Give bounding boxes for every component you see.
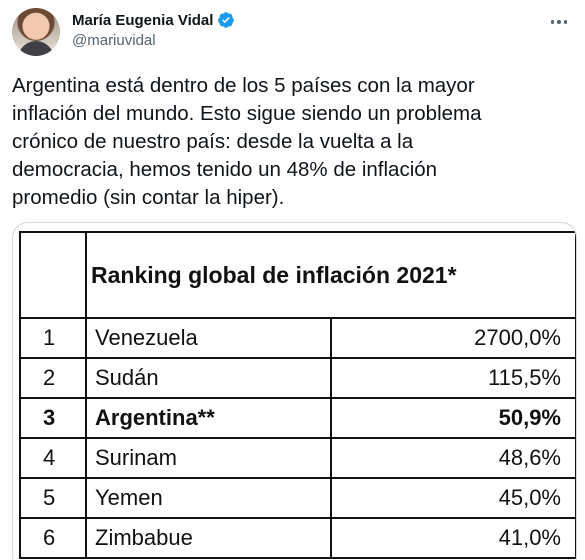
- country-cell: Zimbabue: [85, 517, 332, 559]
- author-handle[interactable]: @mariuvidal: [72, 32, 156, 49]
- rank-cell: 5: [19, 477, 87, 519]
- table-row: 1 Venezuela 2700,0%: [19, 317, 576, 359]
- table-row-highlighted: 3 Argentina** 50,9%: [19, 397, 576, 439]
- verified-badge-icon: [218, 12, 235, 28]
- table-row: 5 Yemen 45,0%: [19, 477, 576, 519]
- rank-cell: 6: [19, 517, 87, 559]
- more-options-icon[interactable]: [545, 12, 573, 32]
- inflation-value-cell: 41,0%: [330, 517, 576, 559]
- table-row: 6 Zimbabue 41,0%: [19, 517, 576, 559]
- author-name[interactable]: María Eugenia Vidal: [72, 11, 214, 29]
- rank-cell: 3: [19, 397, 87, 439]
- inflation-value-cell: 50,9%: [330, 397, 576, 439]
- inflation-value-cell: 45,0%: [330, 477, 576, 519]
- rank-cell: 1: [19, 317, 87, 359]
- tweet-header: María Eugenia Vidal @mariuvidal: [12, 6, 573, 58]
- table-row: 4 Surinam 48,6%: [19, 437, 576, 479]
- author-info: María Eugenia Vidal @mariuvidal: [72, 10, 235, 49]
- table-title: Ranking global de inflación 2021*: [85, 231, 576, 319]
- table-row: 2 Sudán 115,5%: [19, 357, 576, 399]
- country-cell: Sudán: [85, 357, 332, 399]
- inflation-value-cell: 2700,0%: [330, 317, 576, 359]
- author-name-row: María Eugenia Vidal: [72, 10, 235, 30]
- tweet-media-image[interactable]: Ranking global de inflación 2021* 1 Vene…: [12, 222, 577, 560]
- inflation-value-cell: 48,6%: [330, 437, 576, 479]
- avatar[interactable]: [12, 8, 60, 56]
- country-cell: Surinam: [85, 437, 332, 479]
- inflation-ranking-table: Ranking global de inflación 2021* 1 Vene…: [19, 231, 576, 559]
- tweet-text: Argentina está dentro de los 5 países co…: [12, 74, 482, 209]
- country-cell: Venezuela: [85, 317, 332, 359]
- rank-cell: 2: [19, 357, 87, 399]
- inflation-value-cell: 115,5%: [330, 357, 576, 399]
- table-title-blank-cell: [19, 231, 86, 319]
- rank-cell: 4: [19, 437, 87, 479]
- country-cell: Argentina**: [85, 397, 332, 439]
- country-cell: Yemen: [85, 477, 332, 519]
- table-title-row: Ranking global de inflación 2021*: [19, 231, 576, 319]
- avatar-shoulders: [18, 41, 54, 56]
